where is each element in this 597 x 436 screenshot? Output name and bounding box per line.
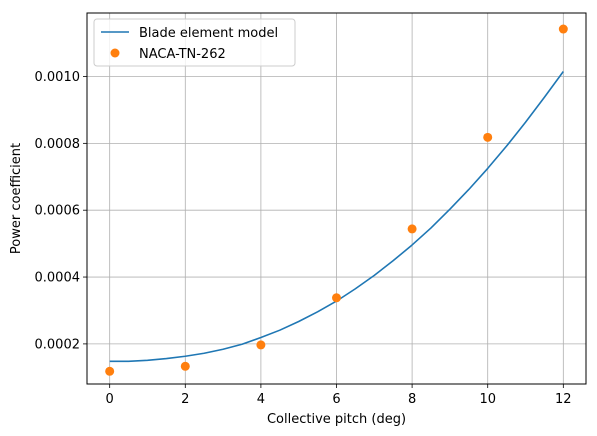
legend-marker-swatch: [110, 48, 120, 58]
data-point-naca-tn-262: [105, 366, 115, 376]
data-point-naca-tn-262: [180, 361, 190, 371]
grid: [87, 13, 586, 384]
legend-entry-blade-element-model: Blade element model: [139, 26, 278, 41]
data-point-naca-tn-262: [256, 340, 266, 350]
legend: Blade element model NACA-TN-262: [93, 18, 296, 67]
x-tick-label: 10: [479, 392, 496, 407]
x-tick-label: 4: [257, 392, 265, 407]
y-tick-label: 0.0008: [35, 137, 81, 152]
series-layer: [105, 24, 568, 376]
y-tick-label: 0.0006: [35, 204, 81, 219]
data-point-naca-tn-262: [483, 132, 493, 142]
legend-box: [93, 18, 296, 67]
y-tick-label: 0.0002: [35, 337, 81, 352]
y-tick-label: 0.0004: [35, 271, 81, 286]
y-axis-label: Power coefficient: [9, 143, 24, 254]
x-axis-label: Collective pitch (deg): [267, 412, 406, 427]
data-point-naca-tn-262: [558, 24, 568, 34]
ticks: 0 2 4 6 8 10 12 0.0002 0.0004 0.0006 0.0008 0.0010: [35, 70, 572, 407]
y-tick-label: 0.0010: [35, 70, 81, 85]
x-tick-label: 6: [332, 392, 340, 407]
x-tick-label: 0: [106, 392, 114, 407]
legend-entry-naca-tn-262: NACA-TN-262: [139, 47, 226, 62]
x-tick-label: 2: [181, 392, 189, 407]
x-tick-label: 8: [408, 392, 416, 407]
x-tick-label: 12: [555, 392, 572, 407]
data-point-naca-tn-262: [407, 224, 417, 234]
data-point-naca-tn-262: [332, 293, 341, 303]
